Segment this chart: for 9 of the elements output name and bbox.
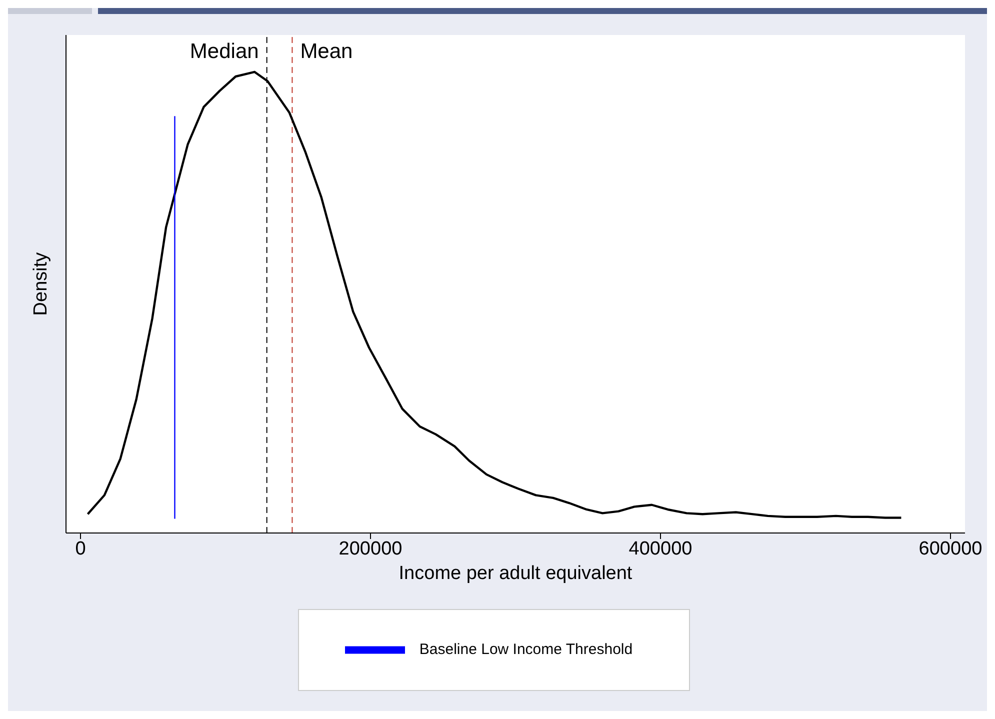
x-tick-label: 400000 [628,538,692,560]
x-axis-title: Income per adult equivalent [398,563,633,584]
x-tick-label: 200000 [338,538,402,560]
x-tick-label: 600000 [918,538,982,560]
legend-label: Baseline Low Income Threshold [419,641,633,658]
y-axis-title: Density [30,252,52,316]
ref-line-label: Mean [300,40,353,63]
ref-line-label: Median [190,40,259,63]
x-tick-label: 0 [75,538,86,560]
